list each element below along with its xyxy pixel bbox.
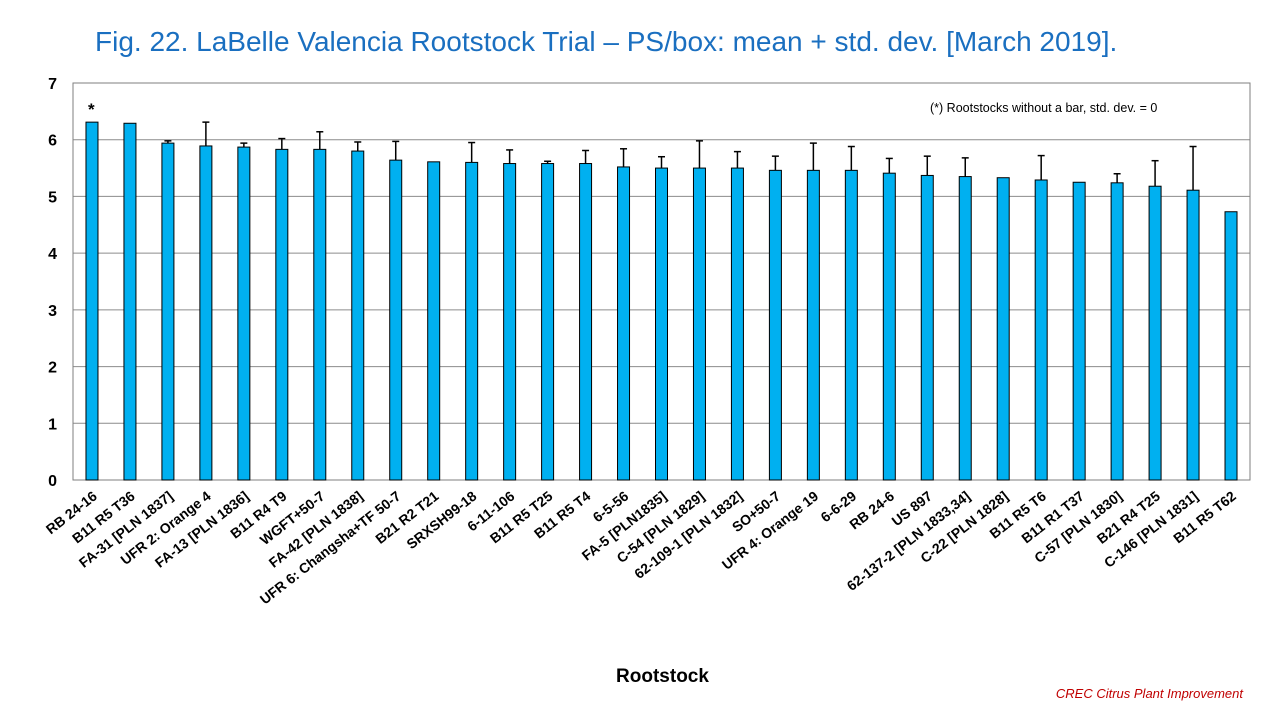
y-tick-label: 3 (48, 303, 57, 320)
y-tick-label: 4 (48, 246, 57, 263)
bar (465, 161, 479, 481)
y-tick-label: 5 (48, 189, 57, 206)
bar (237, 146, 251, 481)
bar (920, 174, 934, 481)
bar (275, 148, 289, 481)
y-tick-label: 7 (48, 76, 57, 93)
bar (806, 169, 820, 481)
bar (85, 121, 99, 481)
bar (427, 161, 441, 481)
bar (541, 163, 555, 481)
bar (958, 176, 972, 481)
bar (351, 150, 365, 481)
bar (1072, 181, 1086, 481)
chart-title: Fig. 22. LaBelle Valencia Rootstock Tria… (95, 26, 1118, 57)
y-tick-label: 1 (48, 416, 57, 433)
bar (579, 163, 593, 481)
bar (389, 159, 403, 481)
bar (503, 163, 517, 481)
y-tick-label: 0 (48, 473, 57, 490)
asterisk-marker: * (88, 100, 95, 119)
credit-text: CREC Citrus Plant Improvement (1055, 686, 1243, 701)
bar (199, 145, 213, 481)
bar (313, 148, 327, 481)
bar (844, 169, 858, 481)
bar (1034, 179, 1048, 481)
bar (882, 172, 896, 481)
bar (655, 167, 668, 481)
bar (161, 142, 175, 481)
bar (1110, 182, 1124, 481)
bar (123, 122, 137, 481)
bar (1148, 185, 1162, 481)
y-tick-label: 6 (48, 133, 57, 150)
bar (730, 167, 744, 481)
bar (1224, 211, 1238, 481)
y-tick-label: 2 (48, 360, 57, 377)
bar (768, 169, 782, 481)
bar (996, 177, 1010, 481)
x-axis-label: Rootstock (616, 666, 709, 687)
chart-annotation: (*) Rootstocks without a bar, std. dev. … (930, 101, 1158, 115)
bar (617, 166, 631, 481)
bar (692, 167, 706, 481)
bar (1186, 189, 1200, 481)
